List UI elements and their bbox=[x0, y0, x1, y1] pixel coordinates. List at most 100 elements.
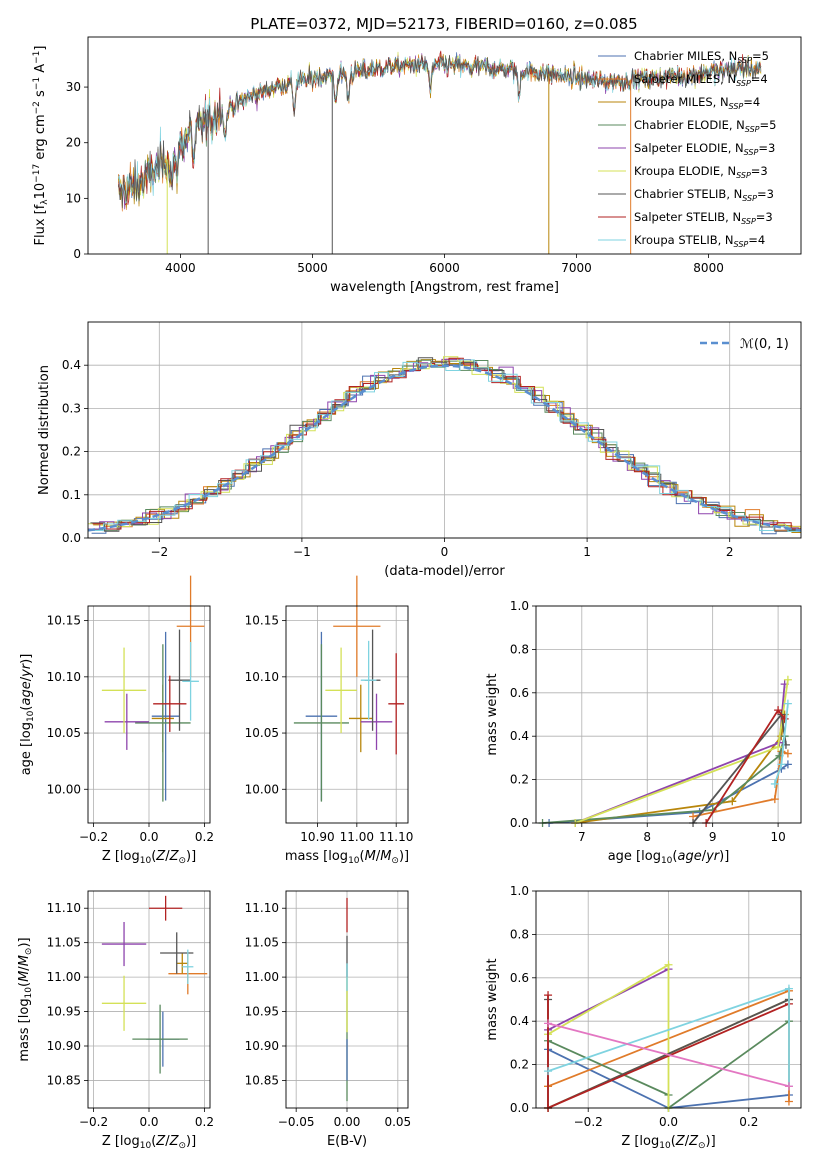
x-tick-label: −0.2 bbox=[79, 830, 108, 844]
normal-reference-curve bbox=[87, 364, 802, 532]
x-tick-label: 0.00 bbox=[334, 1115, 361, 1129]
x-tick-label: −0.2 bbox=[79, 1115, 108, 1129]
weight-series-marker bbox=[784, 1097, 793, 1106]
y-tick-label: 11.10 bbox=[47, 901, 81, 915]
y-axis-label: Normed distribution bbox=[37, 365, 52, 495]
x-tick-label: −2 bbox=[150, 545, 168, 559]
weight-series-marker bbox=[770, 779, 779, 788]
legend-entry: Kroupa STELIB, NSSP=4 bbox=[634, 233, 765, 249]
x-tick-label: 1 bbox=[583, 545, 591, 559]
y-tick-label: 10.95 bbox=[245, 1005, 279, 1019]
y-tick-label: 0.0 bbox=[510, 816, 529, 830]
x-axis-label: Z [log10(Z/Z⊙)] bbox=[621, 1134, 715, 1151]
axes-frame bbox=[285, 890, 409, 1109]
y-axis-label: mass weight bbox=[485, 958, 500, 1040]
x-tick-label: −1 bbox=[293, 545, 311, 559]
weight-series-marker bbox=[728, 797, 737, 806]
x-tick-label: 5000 bbox=[297, 261, 328, 275]
x-tick-label: 8 bbox=[643, 830, 651, 844]
residual-histogram bbox=[90, 357, 801, 532]
y-tick-label: 10.10 bbox=[47, 670, 81, 684]
weight-vs-age-panel: 7 8 9 10 0.0 0.2 0.4 0.6 0.8 1.0 age [log10(age/yr… bbox=[485, 599, 802, 866]
weight-series-marker bbox=[780, 714, 789, 723]
x-tick-label: 10.90 bbox=[300, 830, 334, 844]
x-tick-label: 11.10 bbox=[379, 830, 413, 844]
axes-frame bbox=[87, 890, 211, 1109]
x-axis-label: E(B-V) bbox=[327, 1134, 367, 1149]
y-tick-label: 1.0 bbox=[510, 884, 529, 898]
weight-vs-metallicity-panel: −0.2 0.0 0.2 0.0 0.2 0.4 0.6 0.8 1.0 Z [log10(Z/Z… bbox=[485, 884, 802, 1151]
y-tick-label: 11.10 bbox=[245, 901, 279, 915]
y-tick-label: 10 bbox=[66, 191, 81, 205]
x-tick-label: 7 bbox=[578, 830, 586, 844]
y-tick-label: 0.6 bbox=[510, 686, 529, 700]
mass-vs-reddening-panel: −0.05 0.00 0.05 10.85 10.90 10.95 11.00 11.05 11… bbox=[245, 890, 411, 1149]
x-axis-label: Z [log10(Z/Z⊙)] bbox=[102, 1134, 196, 1151]
x-axis-label: age [log10(age/yr)] bbox=[608, 849, 730, 866]
x-tick-label: −0.05 bbox=[278, 1115, 315, 1129]
age-vs-metallicity-panel: −0.2 0.0 0.2 10.00 10.05 10.10 10.15 Z [log10(Z… bbox=[19, 575, 214, 866]
y-axis-label: age [log10(age/yr)] bbox=[19, 654, 36, 776]
legend-entry: Chabrier STELIB, NSSP=3 bbox=[634, 187, 774, 203]
y-tick-label: 0.2 bbox=[62, 445, 81, 459]
y-tick-label: 0.8 bbox=[510, 642, 529, 656]
y-tick-label: 10.90 bbox=[47, 1039, 81, 1053]
axes-frame bbox=[87, 36, 802, 255]
x-tick-label: 2 bbox=[726, 545, 734, 559]
weight-series-marker bbox=[784, 1082, 793, 1091]
y-tick-label: 10.00 bbox=[245, 782, 279, 796]
weight-series-line bbox=[575, 714, 786, 824]
y-tick-label: 0.0 bbox=[62, 531, 81, 545]
y-tick-label: 10.90 bbox=[245, 1039, 279, 1053]
weight-series-marker bbox=[664, 960, 673, 969]
weight-series-marker bbox=[783, 749, 792, 758]
x-tick-label: 0.0 bbox=[139, 830, 158, 844]
legend-entry: Chabrier ELODIE, NSSP=5 bbox=[634, 118, 776, 134]
y-tick-label: 0.4 bbox=[62, 358, 81, 372]
weight-series-marker bbox=[544, 1019, 553, 1028]
x-tick-label: 0.0 bbox=[139, 1115, 158, 1129]
y-tick-label: 10.15 bbox=[47, 614, 81, 628]
y-tick-label: 11.00 bbox=[47, 970, 81, 984]
weight-series-marker bbox=[544, 1067, 553, 1076]
y-tick-label: 10.05 bbox=[245, 726, 279, 740]
x-tick-label: 0.0 bbox=[659, 1115, 678, 1129]
legend-entry: Kroupa ELODIE, NSSP=3 bbox=[634, 164, 768, 180]
x-axis-label: Z [log10(Z/Z⊙)] bbox=[102, 849, 196, 866]
y-tick-label: 1.0 bbox=[510, 599, 529, 613]
y-tick-label: 10.15 bbox=[245, 614, 279, 628]
weight-series-marker bbox=[783, 675, 792, 684]
weight-series-marker bbox=[783, 699, 792, 708]
residual-histogram bbox=[89, 358, 801, 531]
y-tick-label: 0 bbox=[73, 247, 81, 261]
legend-entry: Kroupa MILES, NSSP=4 bbox=[634, 95, 760, 111]
residuals-panel: −2 −1 0 1 2 0.0 0.1 0.2 0.3 0.4 (data-model)/error… bbox=[37, 321, 802, 579]
x-tick-label: 0.2 bbox=[195, 1115, 214, 1129]
y-tick-label: 10.85 bbox=[245, 1073, 279, 1087]
y-tick-label: 10.05 bbox=[47, 726, 81, 740]
x-tick-label: 4000 bbox=[165, 261, 196, 275]
y-tick-label: 30 bbox=[66, 80, 81, 94]
legend-entry: Salpeter ELODIE, NSSP=3 bbox=[634, 141, 775, 157]
y-tick-label: 11.00 bbox=[245, 970, 279, 984]
weight-series-marker bbox=[770, 795, 779, 804]
axes-frame bbox=[535, 890, 802, 1109]
legend-entry: Chabrier MILES, NSSP=5 bbox=[634, 49, 769, 65]
x-tick-label: 0.2 bbox=[195, 830, 214, 844]
weight-series-marker bbox=[774, 743, 783, 752]
legend-entry: ℳ(0, 1) bbox=[740, 337, 789, 352]
y-tick-label: 20 bbox=[66, 136, 81, 150]
y-tick-label: 0.6 bbox=[510, 971, 529, 985]
axes-frame bbox=[535, 605, 802, 824]
y-tick-label: 0.3 bbox=[62, 401, 81, 415]
weight-series-marker bbox=[774, 706, 783, 715]
y-tick-label: 11.05 bbox=[245, 936, 279, 950]
x-tick-label: 0.2 bbox=[739, 1115, 758, 1129]
residual-histogram bbox=[91, 361, 801, 535]
x-tick-label: 9 bbox=[709, 830, 717, 844]
residual-histogram bbox=[89, 359, 801, 532]
legend-entry: Salpeter STELIB, NSSP=3 bbox=[634, 210, 773, 226]
x-tick-label: 0 bbox=[441, 545, 449, 559]
y-tick-label: 0.4 bbox=[510, 729, 529, 743]
